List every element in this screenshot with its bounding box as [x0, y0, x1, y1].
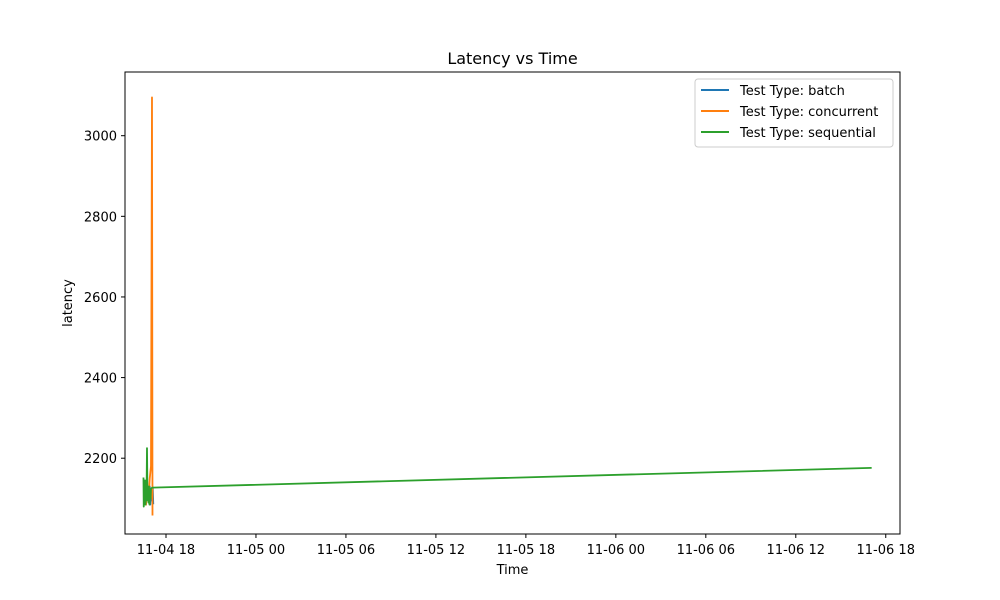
plot-frame [124, 71, 901, 535]
x-tick-label: 11-05 00 [227, 543, 285, 558]
y-tick-label: 2200 [84, 452, 117, 467]
legend-frame [694, 78, 894, 148]
x-axis-title: Time [496, 563, 529, 578]
legend: Test Type: batch Test Type: concurrent Tes… [694, 78, 894, 148]
x-tick-label: 11-06 12 [767, 543, 825, 558]
x-tick-label: 11-04 18 [137, 543, 195, 558]
legend-label-1: Test Type: batch [739, 84, 845, 99]
chart-title: Latency vs Time [447, 49, 577, 68]
x-tick-label: 11-06 18 [857, 543, 915, 558]
y-tick-label: 3000 [84, 130, 117, 145]
series-lines [142, 96, 872, 516]
y-tick-label: 2800 [84, 210, 117, 225]
x-tick-label: 11-05 12 [407, 543, 465, 558]
y-tick-label: 2600 [84, 291, 117, 306]
legend-label-3: Test Type: sequential [739, 126, 876, 141]
legend-label-2: Test Type: concurrent [739, 105, 878, 120]
x-tick-label: 11-06 00 [587, 543, 645, 558]
x-tick-label: 11-05 18 [497, 543, 555, 558]
y-tick-label: 2400 [84, 372, 117, 387]
series-line-3 [142, 447, 872, 508]
x-axis: 11-04 18 11-05 00 11-05 06 11-05 12 11-05 18… [137, 534, 915, 558]
x-tick-label: 11-06 06 [677, 543, 735, 558]
y-axis: 2200 2400 2600 2800 3000 [84, 130, 125, 467]
y-axis-title: latency [61, 279, 76, 327]
x-tick-label: 11-05 06 [317, 543, 375, 558]
